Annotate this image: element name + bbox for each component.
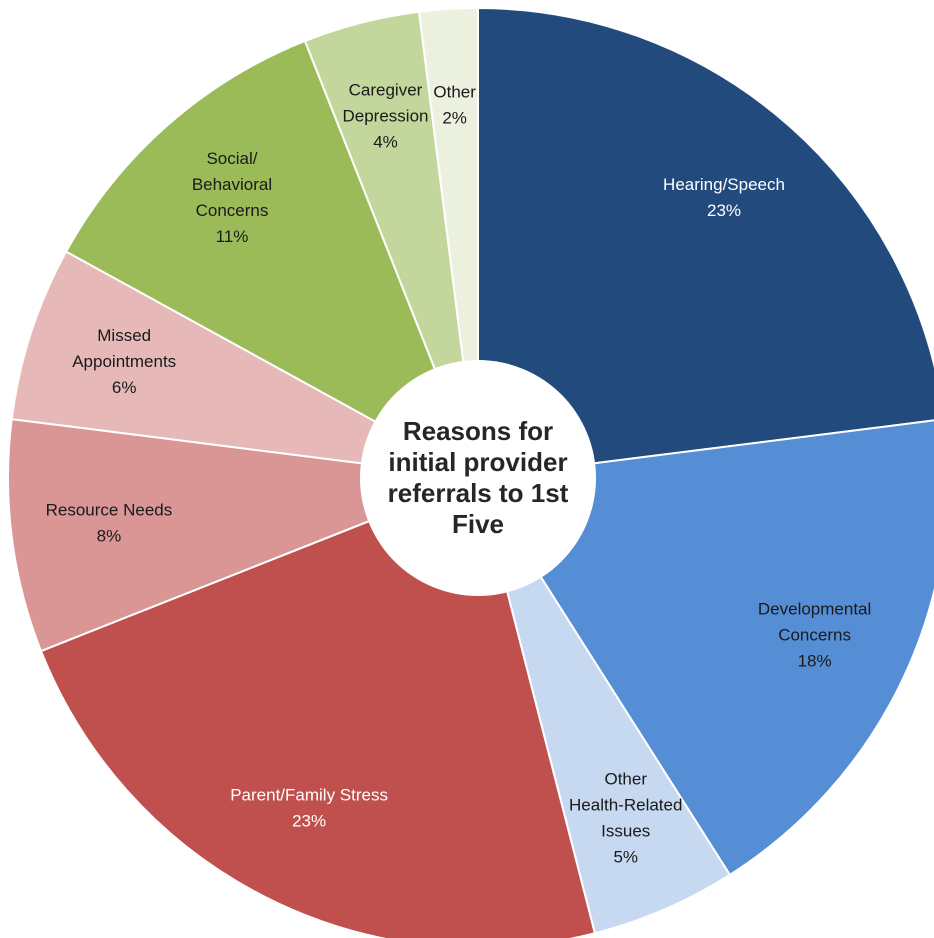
category-label: Concerns — [196, 201, 269, 220]
category-label: Missed — [97, 327, 151, 346]
value-label: 23% — [707, 201, 741, 220]
value-label: 6% — [112, 379, 137, 398]
category-label: Social/ — [206, 149, 257, 168]
slice — [417, 6, 479, 479]
category-label: Parent/Family Stress — [230, 786, 388, 805]
slice-label: Missed Appointments 6% — [72, 327, 176, 398]
category-label: Caregiver — [349, 81, 423, 100]
category-label: Behavioral — [192, 175, 272, 194]
category-label: Issues — [601, 822, 650, 841]
value-label: 11% — [216, 227, 249, 246]
slice-label: Resource Needs 8% — [46, 501, 173, 546]
value-label: 23% — [292, 812, 326, 831]
category-label: Depression — [342, 107, 428, 126]
slice-label: Other 2% — [433, 83, 476, 128]
slice — [477, 477, 732, 935]
category-label: Resource Needs — [46, 501, 173, 520]
value-label: 5% — [613, 848, 638, 867]
value-label: 18% — [798, 652, 832, 671]
category-label: Other — [604, 770, 647, 789]
donut-hole — [360, 360, 596, 596]
value-label: 2% — [442, 109, 467, 128]
category-label: Other — [433, 83, 476, 102]
category-label: Health-Related — [569, 796, 682, 815]
category-label: Developmental — [758, 600, 871, 619]
value-label: 8% — [97, 527, 122, 546]
slice — [10, 250, 479, 479]
category-label: Concerns — [778, 626, 851, 645]
slice-label: Social/Behavioral Concerns 11% — [192, 149, 272, 246]
slice — [64, 39, 480, 481]
slice-label: Hearing/Speech 23% — [663, 175, 785, 220]
category-label: Hearing/Speech — [663, 175, 785, 194]
slice — [477, 6, 934, 480]
chart-title: Reasons for initial provider referrals t… — [387, 416, 569, 539]
slice-label: Parent/Family Stress 23% — [230, 786, 388, 831]
slice-label: Developmental Concerns 18% — [758, 600, 871, 671]
slice — [476, 419, 934, 877]
slice-label: Caregiver Depression 4% — [342, 81, 428, 152]
category-label: Appointments — [72, 353, 176, 372]
slice-label: Other Health-Related Issues 5% — [569, 770, 682, 867]
value-label: 4% — [373, 133, 398, 152]
